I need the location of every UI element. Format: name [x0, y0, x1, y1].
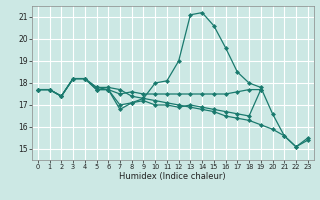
X-axis label: Humidex (Indice chaleur): Humidex (Indice chaleur)	[119, 172, 226, 181]
